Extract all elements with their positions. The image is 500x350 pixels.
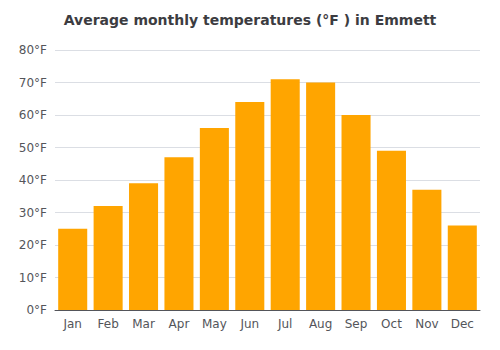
- svg-text:Nov: Nov: [415, 317, 438, 331]
- svg-text:30°F: 30°F: [19, 206, 47, 220]
- svg-text:Apr: Apr: [169, 317, 190, 331]
- svg-text:50°F: 50°F: [19, 141, 47, 155]
- svg-text:Jul: Jul: [277, 317, 292, 331]
- svg-text:Jun: Jun: [239, 317, 259, 331]
- svg-text:Dec: Dec: [451, 317, 474, 331]
- svg-text:80°F: 80°F: [19, 43, 47, 57]
- svg-text:20°F: 20°F: [19, 238, 47, 252]
- svg-text:10°F: 10°F: [19, 271, 47, 285]
- svg-text:Feb: Feb: [98, 317, 119, 331]
- svg-text:Aug: Aug: [309, 317, 332, 331]
- svg-text:40°F: 40°F: [19, 173, 47, 187]
- svg-text:Mar: Mar: [132, 317, 155, 331]
- svg-text:Sep: Sep: [345, 317, 368, 331]
- svg-text:0°F: 0°F: [26, 303, 47, 317]
- svg-text:70°F: 70°F: [19, 76, 47, 90]
- svg-text:Average monthly temperatures (: Average monthly temperatures (°F ) in Em…: [64, 12, 437, 28]
- svg-text:May: May: [202, 317, 227, 331]
- svg-text:Oct: Oct: [381, 317, 402, 331]
- svg-text:60°F: 60°F: [19, 108, 47, 122]
- svg-text:Jan: Jan: [62, 317, 82, 331]
